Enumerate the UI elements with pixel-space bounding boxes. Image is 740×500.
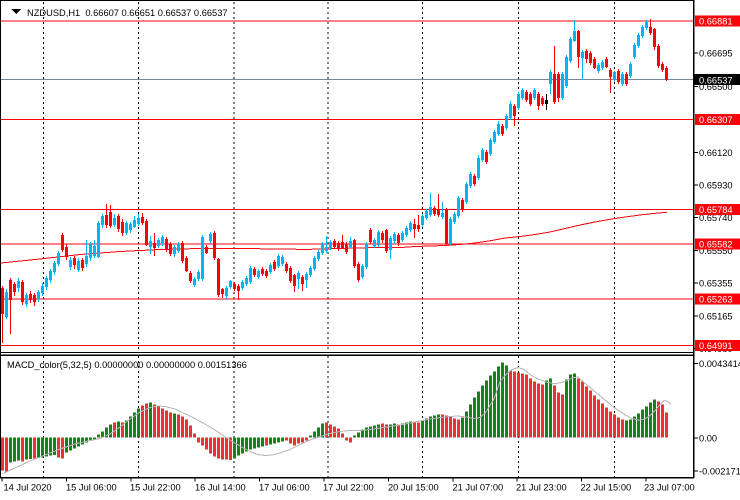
svg-text:0.65784: 0.65784 xyxy=(699,205,733,215)
svg-text:15 Jul 22:00: 15 Jul 22:00 xyxy=(130,483,181,493)
svg-text:0.66537: 0.66537 xyxy=(699,76,733,86)
svg-text:0.65582: 0.65582 xyxy=(699,240,733,250)
svg-text:21 Jul 23:00: 21 Jul 23:00 xyxy=(516,483,567,493)
svg-text:20 Jul 15:00: 20 Jul 15:00 xyxy=(388,483,439,493)
svg-text:15 Jul 06:00: 15 Jul 06:00 xyxy=(66,483,117,493)
svg-text:17 Jul 06:00: 17 Jul 06:00 xyxy=(259,483,310,493)
svg-text:16 Jul 14:00: 16 Jul 14:00 xyxy=(195,483,246,493)
svg-text:17 Jul 22:00: 17 Jul 22:00 xyxy=(323,483,374,493)
svg-text:14 Jul 2020: 14 Jul 2020 xyxy=(4,483,52,493)
svg-text:NZDUSD,H1 0.66607 0.66651 0.6: NZDUSD,H1 0.66607 0.66651 0.66537 0.6653… xyxy=(27,8,228,18)
svg-text:0.66120: 0.66120 xyxy=(699,148,733,158)
svg-text:0.66500: 0.66500 xyxy=(699,82,733,92)
svg-text:0.00: 0.00 xyxy=(699,434,717,444)
svg-text:0.0043414: 0.0043414 xyxy=(699,359,740,369)
svg-text:0.64991: 0.64991 xyxy=(699,341,733,351)
svg-text:0.65355: 0.65355 xyxy=(699,279,733,289)
svg-text:21 Jul 07:00: 21 Jul 07:00 xyxy=(453,483,504,493)
svg-text:23 Jul 07:00: 23 Jul 07:00 xyxy=(644,483,695,493)
svg-text:MACD_color(5,32,5) 0.00000000: MACD_color(5,32,5) 0.00000000 0.00000000… xyxy=(7,360,247,370)
svg-text:0.65263: 0.65263 xyxy=(699,295,733,305)
svg-text:0.65165: 0.65165 xyxy=(699,311,733,321)
svg-text:0.65740: 0.65740 xyxy=(699,213,733,223)
svg-text:0.65930: 0.65930 xyxy=(699,181,733,191)
svg-text:0.66695: 0.66695 xyxy=(699,49,733,59)
svg-text:0.66881: 0.66881 xyxy=(699,17,733,27)
svg-text:0.66307: 0.66307 xyxy=(699,115,733,125)
svg-text:-0.002171: -0.002171 xyxy=(699,467,740,477)
svg-text:22 Jul 15:00: 22 Jul 15:00 xyxy=(581,483,632,493)
svg-text:0.65550: 0.65550 xyxy=(699,246,733,256)
